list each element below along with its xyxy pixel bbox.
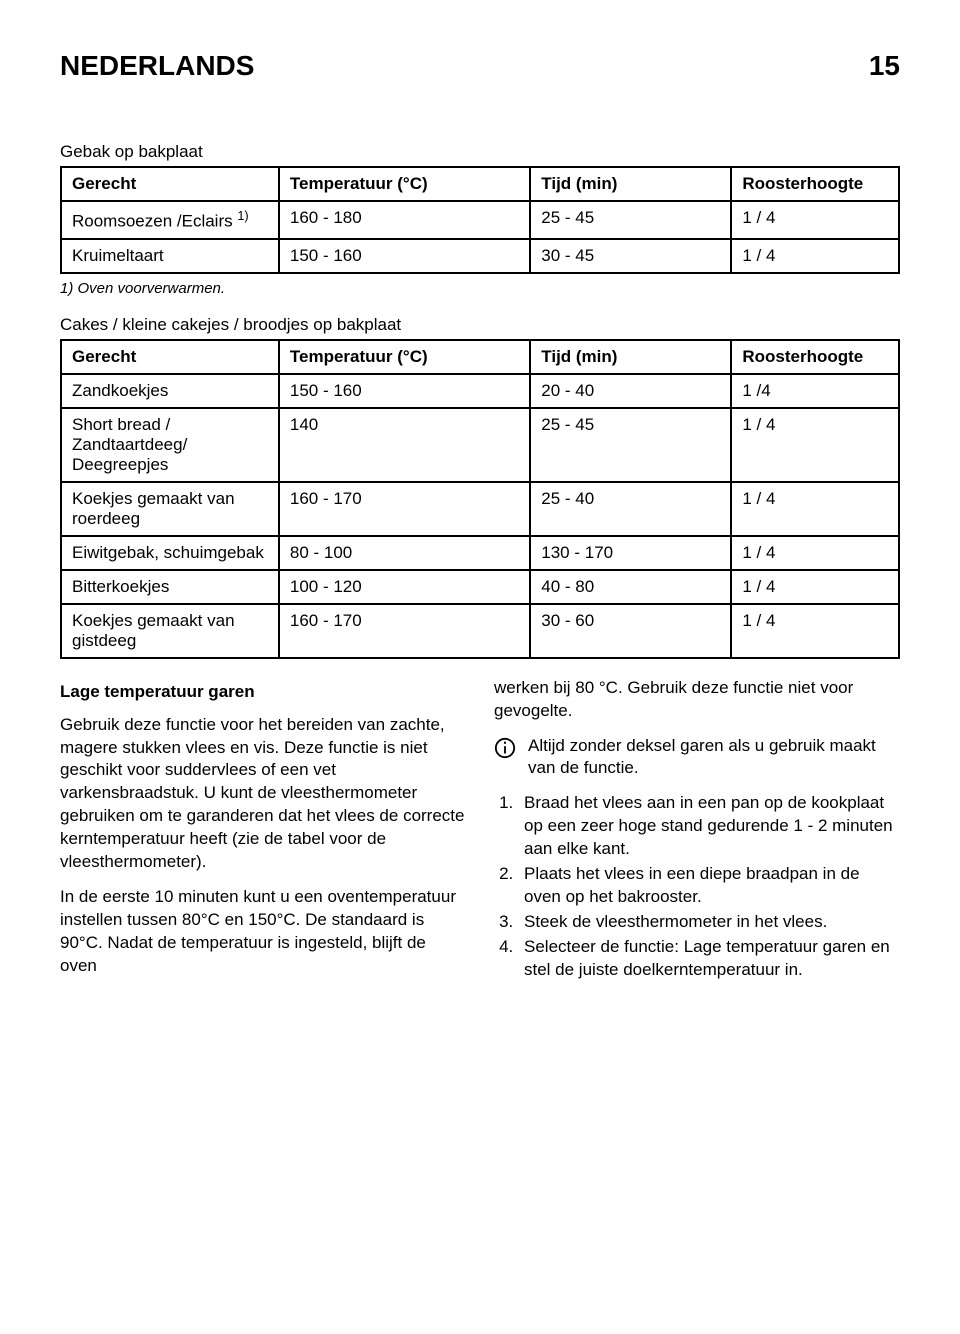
cell-temp: 160 - 170 [279,482,530,536]
table-row: Roomsoezen /Eclairs 1) 160 - 180 25 - 45… [61,201,899,239]
cell-temp: 160 - 180 [279,201,530,239]
cell-dish: Bitterkoekjes [61,570,279,604]
cell-height: 1 / 4 [731,604,899,658]
cell-height: 1 / 4 [731,536,899,570]
cell-temp: 80 - 100 [279,536,530,570]
table-header-row: Gerecht Temperatuur (°C) Tijd (min) Roos… [61,340,899,374]
table-row: Bitterkoekjes 100 - 120 40 - 80 1 / 4 [61,570,899,604]
table-cakes-cookies: Gerecht Temperatuur (°C) Tijd (min) Roos… [60,339,900,659]
dish-sup: 1) [237,208,248,223]
table2-caption: Cakes / kleine cakejes / broodjes op bak… [60,315,900,335]
page-number: 15 [869,50,900,82]
table1-footnote: 1) Oven voorverwarmen. [60,280,900,297]
cell-height: 1 / 4 [731,201,899,239]
table-row: Koekjes gemaakt van gistdeeg 160 - 170 3… [61,604,899,658]
cell-dish: Koekjes gemaakt van roerdeeg [61,482,279,536]
info-box: Altijd zonder deksel garen als u gebruik… [494,735,900,781]
right-column: werken bij 80 °C. Gebruik deze functie n… [494,677,900,990]
cell-height: 1 / 4 [731,570,899,604]
cell-temp: 140 [279,408,530,482]
cell-time: 30 - 60 [530,604,731,658]
text-columns: Lage temperatuur garen Gebruik deze func… [60,677,900,990]
col-header-time: Tijd (min) [530,340,731,374]
col-header-temp: Temperatuur (°C) [279,340,530,374]
table-header-row: Gerecht Temperatuur (°C) Tijd (min) Roos… [61,167,899,201]
col-header-dish: Gerecht [61,340,279,374]
col-header-temp: Temperatuur (°C) [279,167,530,201]
left-p1: Gebruik deze functie voor het bereiden v… [60,714,466,875]
cell-time: 40 - 80 [530,570,731,604]
col-header-dish: Gerecht [61,167,279,201]
cell-dish: Zandkoekjes [61,374,279,408]
cell-dish: Koekjes gemaakt van gistdeeg [61,604,279,658]
left-column: Lage temperatuur garen Gebruik deze func… [60,677,466,990]
list-item: Selecteer de functie: Lage temperatuur g… [518,936,900,982]
steps-list: Braad het vlees aan in een pan op de koo… [494,792,900,982]
table-row: Eiwitgebak, schuimgebak 80 - 100 130 - 1… [61,536,899,570]
right-p1: werken bij 80 °C. Gebruik deze functie n… [494,677,900,723]
col-header-height: Roosterhoogte [731,340,899,374]
table-row: Zandkoekjes 150 - 160 20 - 40 1 /4 [61,374,899,408]
cell-time: 25 - 45 [530,408,731,482]
info-text: Altijd zonder deksel garen als u gebruik… [528,735,900,781]
cell-time: 30 - 45 [530,239,731,273]
table-row: Short bread / Zandtaartdeeg/ Deegreepjes… [61,408,899,482]
info-icon [494,737,516,759]
cell-dish: Short bread / Zandtaartdeeg/ Deegreepjes [61,408,279,482]
table1-caption: Gebak op bakplaat [60,142,900,162]
list-item: Braad het vlees aan in een pan op de koo… [518,792,900,861]
table-baking-tray: Gerecht Temperatuur (°C) Tijd (min) Roos… [60,166,900,274]
cell-dish: Kruimeltaart [61,239,279,273]
header-title: NEDERLANDS [60,50,254,82]
left-p2: In de eerste 10 minuten kunt u een ovent… [60,886,466,978]
cell-dish: Roomsoezen /Eclairs 1) [61,201,279,239]
dish-text: Roomsoezen /Eclairs [72,212,237,231]
col-header-time: Tijd (min) [530,167,731,201]
table-row: Kruimeltaart 150 - 160 30 - 45 1 / 4 [61,239,899,273]
cell-time: 130 - 170 [530,536,731,570]
cell-height: 1 / 4 [731,482,899,536]
cell-temp: 150 - 160 [279,374,530,408]
cell-temp: 150 - 160 [279,239,530,273]
list-item: Plaats het vlees in een diepe braadpan i… [518,863,900,909]
cell-height: 1 / 4 [731,239,899,273]
cell-time: 25 - 40 [530,482,731,536]
cell-temp: 160 - 170 [279,604,530,658]
table-row: Koekjes gemaakt van roerdeeg 160 - 170 2… [61,482,899,536]
cell-dish: Eiwitgebak, schuimgebak [61,536,279,570]
cell-time: 25 - 45 [530,201,731,239]
low-temp-heading: Lage temperatuur garen [60,681,466,704]
list-item: Steek de vleesthermometer in het vlees. [518,911,900,934]
cell-time: 20 - 40 [530,374,731,408]
page-header: NEDERLANDS 15 [60,50,900,82]
cell-height: 1 / 4 [731,408,899,482]
col-header-height: Roosterhoogte [731,167,899,201]
cell-temp: 100 - 120 [279,570,530,604]
cell-height: 1 /4 [731,374,899,408]
